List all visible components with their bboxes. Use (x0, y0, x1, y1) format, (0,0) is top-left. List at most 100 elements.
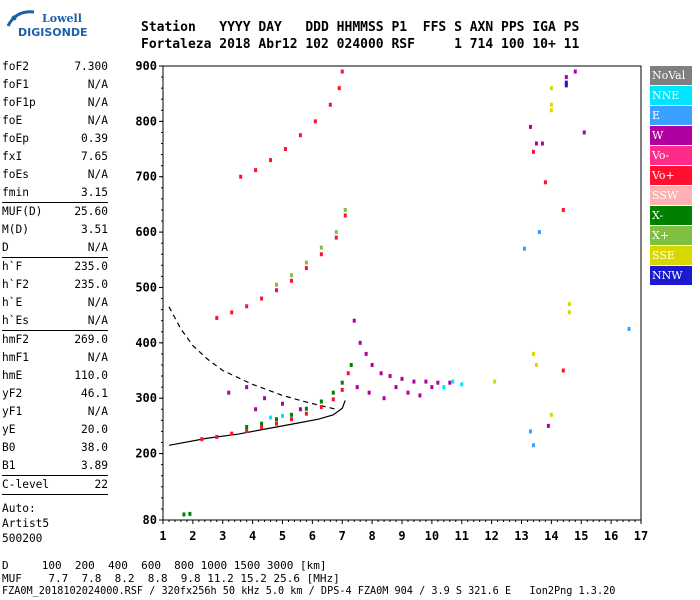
echo-point (304, 266, 308, 271)
echo-point (531, 351, 535, 356)
param-name: D (2, 241, 9, 254)
echo-point (245, 424, 249, 429)
echo-point (561, 368, 565, 373)
y-tick-label: 600 (135, 225, 157, 239)
echo-point (582, 130, 586, 135)
footer-file-info: FZA0M_2018102024000.RSF / 320fx256h 50 k… (2, 586, 616, 597)
param-value: 269.0 (74, 333, 108, 346)
echo-point (215, 434, 219, 439)
legend-entry: W (650, 126, 692, 145)
param-row: D N/A (2, 239, 108, 257)
echo-point (573, 69, 577, 74)
x-tick-label: 10 (425, 529, 439, 543)
echo-point (281, 401, 284, 406)
echo-point (245, 304, 249, 309)
echo-point (331, 390, 335, 395)
param-name: h`F (2, 260, 23, 273)
param-row: fmin 3.15 (2, 184, 108, 202)
param-row: foF1p N/A (2, 94, 108, 112)
legend-entry: X- (650, 206, 692, 225)
param-value: 110.0 (74, 369, 108, 382)
echo-point (379, 371, 383, 376)
autoscaling-info: Auto: (2, 502, 36, 515)
echo-point (319, 399, 323, 404)
echo-point (522, 246, 526, 251)
echo-point (239, 174, 243, 179)
param-row: hmF2 269.0 (2, 330, 108, 349)
echo-point (430, 385, 434, 390)
param-value: 7.300 (74, 60, 108, 73)
param-value: N/A (87, 114, 108, 127)
param-name: hmE (2, 369, 23, 382)
echo-point (346, 371, 350, 376)
echo-point (493, 379, 497, 384)
logo-digisonde-text: DIGISONDE (18, 26, 88, 39)
footer-distance-row: D 100 200 400 600 800 1000 1500 3000 [km… (2, 559, 327, 572)
param-row: fxI 7.65 (2, 148, 108, 166)
param-name: hmF1 (2, 351, 29, 364)
param-value: N/A (87, 405, 108, 418)
echo-point (528, 124, 532, 129)
x-tick-label: 5 (279, 529, 286, 543)
param-value: 235.0 (74, 278, 108, 291)
echo-point (531, 443, 535, 448)
echo-point (283, 147, 287, 152)
echo-point (304, 406, 308, 411)
param-name: yF1 (2, 405, 23, 418)
electron-density-profile (168, 400, 346, 446)
echo-point (564, 80, 568, 85)
legend-entry: X+ (650, 226, 692, 245)
legend-entry: NoVal (650, 66, 692, 85)
x-tick-label: 6 (309, 529, 316, 543)
param-value: 25.60 (74, 205, 108, 218)
y-tick-label: 80 (143, 513, 157, 527)
echo-point (254, 168, 258, 173)
param-row: hmE 110.0 (2, 367, 108, 385)
echo-point (367, 390, 371, 395)
echo-point (418, 393, 422, 398)
echo-point (460, 382, 464, 387)
echo-point (319, 405, 323, 410)
echo-point (200, 437, 204, 442)
param-value: 0.39 (81, 132, 108, 145)
echo-point (567, 302, 571, 307)
param-value: N/A (87, 96, 108, 109)
echo-point (331, 397, 335, 402)
x-tick-label: 2 (189, 529, 196, 543)
legend-entry: NNW (650, 266, 692, 285)
echo-point (343, 207, 347, 212)
param-value: 20.0 (81, 423, 108, 436)
param-row: foEp 0.39 (2, 130, 108, 148)
y-tick-label: 500 (135, 280, 157, 294)
echo-point (334, 235, 338, 240)
param-row: h`Es N/A (2, 312, 108, 330)
echo-point (245, 385, 249, 390)
param-value: 3.89 (81, 459, 108, 472)
param-value: N/A (87, 241, 108, 254)
echo-point (436, 380, 440, 385)
echo-point (313, 119, 317, 124)
echo-point (528, 429, 532, 434)
param-name: B0 (2, 441, 16, 454)
footer-muf-row: MUF 7.7 7.8 8.2 8.8 9.8 11.2 15.2 25.6 [… (2, 572, 340, 585)
echo-point (382, 396, 386, 401)
param-name: yF2 (2, 387, 23, 400)
param-name: M(D) (2, 223, 29, 236)
x-tick-label: 17 (634, 529, 648, 543)
echo-point (340, 69, 344, 74)
echo-point (531, 149, 535, 154)
param-name: yE (2, 423, 16, 436)
param-row: hmF1 N/A (2, 349, 108, 367)
legend-entry: SSE (650, 246, 692, 265)
param-value: 235.0 (74, 260, 108, 273)
header-labels: Station YYYY DAY DDD HHMMSS P1 FFS S AXN… (141, 20, 580, 35)
param-name: fmin (2, 186, 29, 199)
param-row: yF2 46.1 (2, 385, 108, 403)
echo-point (275, 421, 279, 426)
param-row: yE 20.0 (2, 421, 108, 439)
x-tick-label: 1 (159, 529, 166, 543)
param-name: C-level (2, 478, 50, 491)
logo-lowell-text: Lowell (42, 12, 82, 25)
legend-entry: NNE (650, 86, 692, 105)
echo-point (537, 230, 541, 235)
